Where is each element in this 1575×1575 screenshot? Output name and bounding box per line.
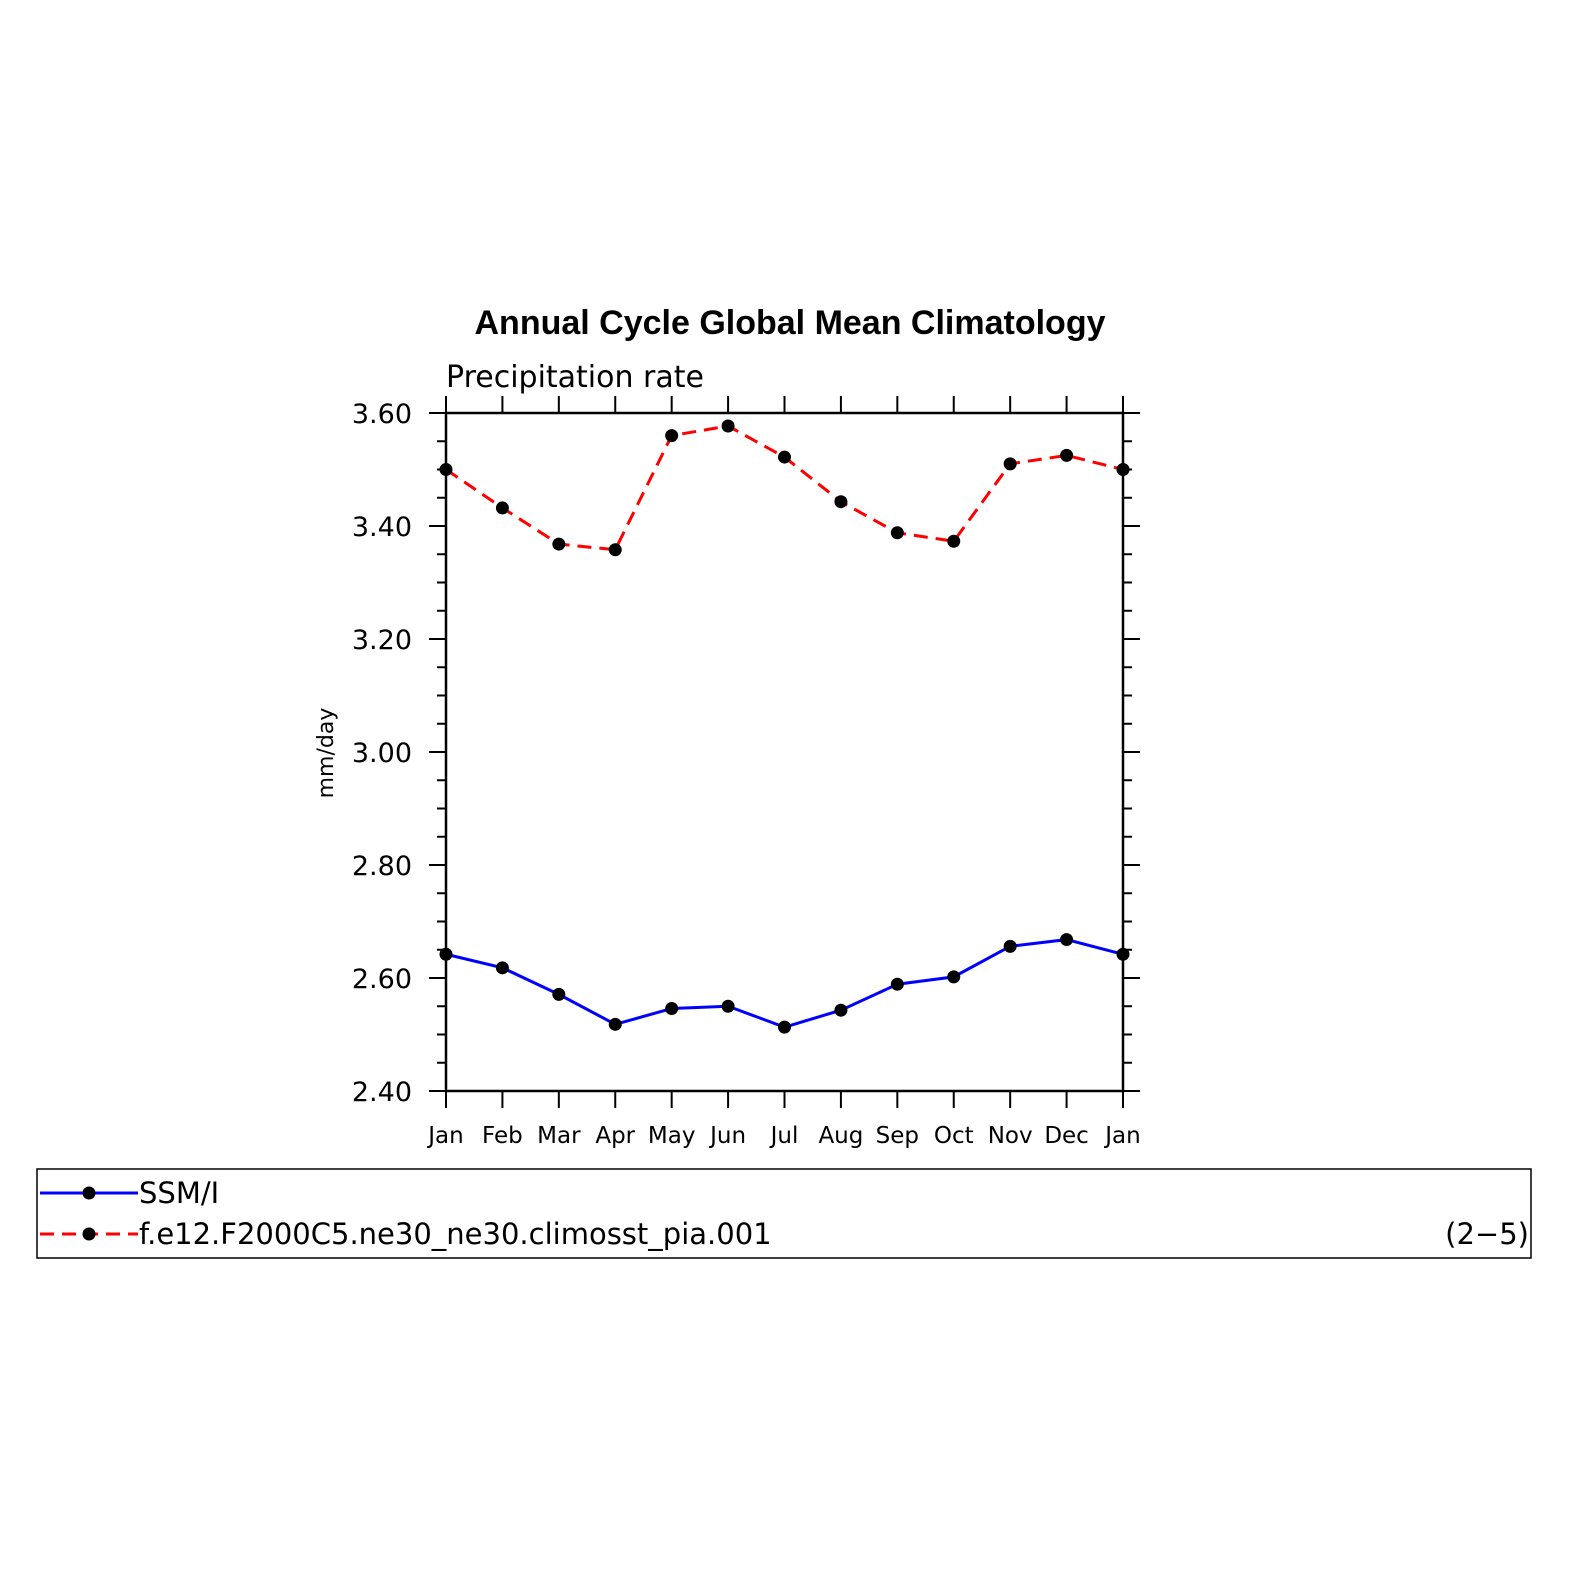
x-tick-label: Dec	[1044, 1123, 1089, 1149]
legend-box	[36, 1168, 1532, 1259]
series-1-point	[890, 526, 904, 540]
series-1-point	[834, 495, 848, 509]
series-0-point	[495, 961, 509, 975]
series-1-point	[1003, 457, 1017, 471]
y-tick-label: 3.20	[352, 625, 412, 656]
legend-marker-0	[82, 1186, 96, 1200]
x-tick-label: Mar	[537, 1123, 581, 1149]
x-tick-label: Apr	[595, 1123, 635, 1149]
series-0-point	[947, 970, 961, 984]
series-1-point	[495, 501, 509, 515]
series-0-point	[608, 1017, 622, 1031]
x-tick-label: Oct	[934, 1123, 974, 1149]
series-line-1	[445, 424, 1124, 552]
series-0-point	[721, 999, 735, 1013]
y-tick-label: 2.40	[352, 1077, 412, 1108]
plot-area: 2.40 2.60 2.80 3.00 3.20 3.40 3.60 Jan Feb Mar Apr…	[352, 396, 1141, 1149]
chart-subtitle: Precipitation rate	[446, 360, 704, 395]
series-1-point	[778, 450, 791, 464]
series-0-point	[665, 1002, 679, 1016]
series-0-point	[834, 1003, 848, 1017]
x-tick-label: May	[648, 1123, 696, 1149]
series-1-point	[665, 429, 679, 443]
y-tick-label: 3.60	[352, 399, 412, 430]
series-1-point	[1060, 448, 1074, 462]
y-tick-label: 2.80	[352, 851, 412, 882]
y-axis-label: mm/day	[314, 708, 339, 799]
chart-title: Annual Cycle Global Mean Climatology	[475, 304, 1106, 342]
y-tick-label: 3.00	[352, 738, 412, 769]
series-0-point	[1060, 933, 1074, 947]
x-tick-label: Jun	[708, 1123, 746, 1149]
x-tick-label: Jul	[769, 1123, 799, 1149]
x-tick-label: Feb	[482, 1123, 523, 1149]
series-0-point	[1003, 939, 1017, 953]
x-tick-label: Nov	[988, 1123, 1033, 1149]
series-0-point	[439, 947, 453, 961]
series-1-point	[721, 419, 735, 433]
legend-label-0: SSM/I	[139, 1176, 219, 1210]
series-1-point	[439, 463, 453, 476]
legend-marker-1	[82, 1227, 96, 1241]
panel-label: (2−5)	[1445, 1217, 1529, 1251]
series-line-0	[445, 938, 1124, 1029]
series-0-point	[552, 987, 566, 1001]
series-0-point	[1116, 947, 1130, 961]
y-tick-label: 2.60	[352, 964, 412, 995]
series-1-point	[608, 543, 622, 557]
x-tick-label: Aug	[818, 1123, 863, 1149]
x-tick-label: Jan	[426, 1123, 463, 1149]
y-tick-label: 3.40	[352, 512, 412, 543]
legend-label-1: f.e12.F2000C5.ne30_ne30.climosst_pia.001	[139, 1217, 772, 1251]
series-1-point	[1116, 463, 1130, 476]
series-0-point	[778, 1020, 791, 1034]
legend: SSM/I f.e12.F2000C5.ne30_ne30.climosst_pi…	[36, 1168, 1532, 1259]
series-0-point	[890, 977, 904, 991]
x-tick-label: Sep	[876, 1123, 919, 1149]
series-1-point	[552, 537, 566, 551]
series-1-point	[947, 534, 961, 548]
x-tick-label: Jan	[1103, 1123, 1140, 1149]
